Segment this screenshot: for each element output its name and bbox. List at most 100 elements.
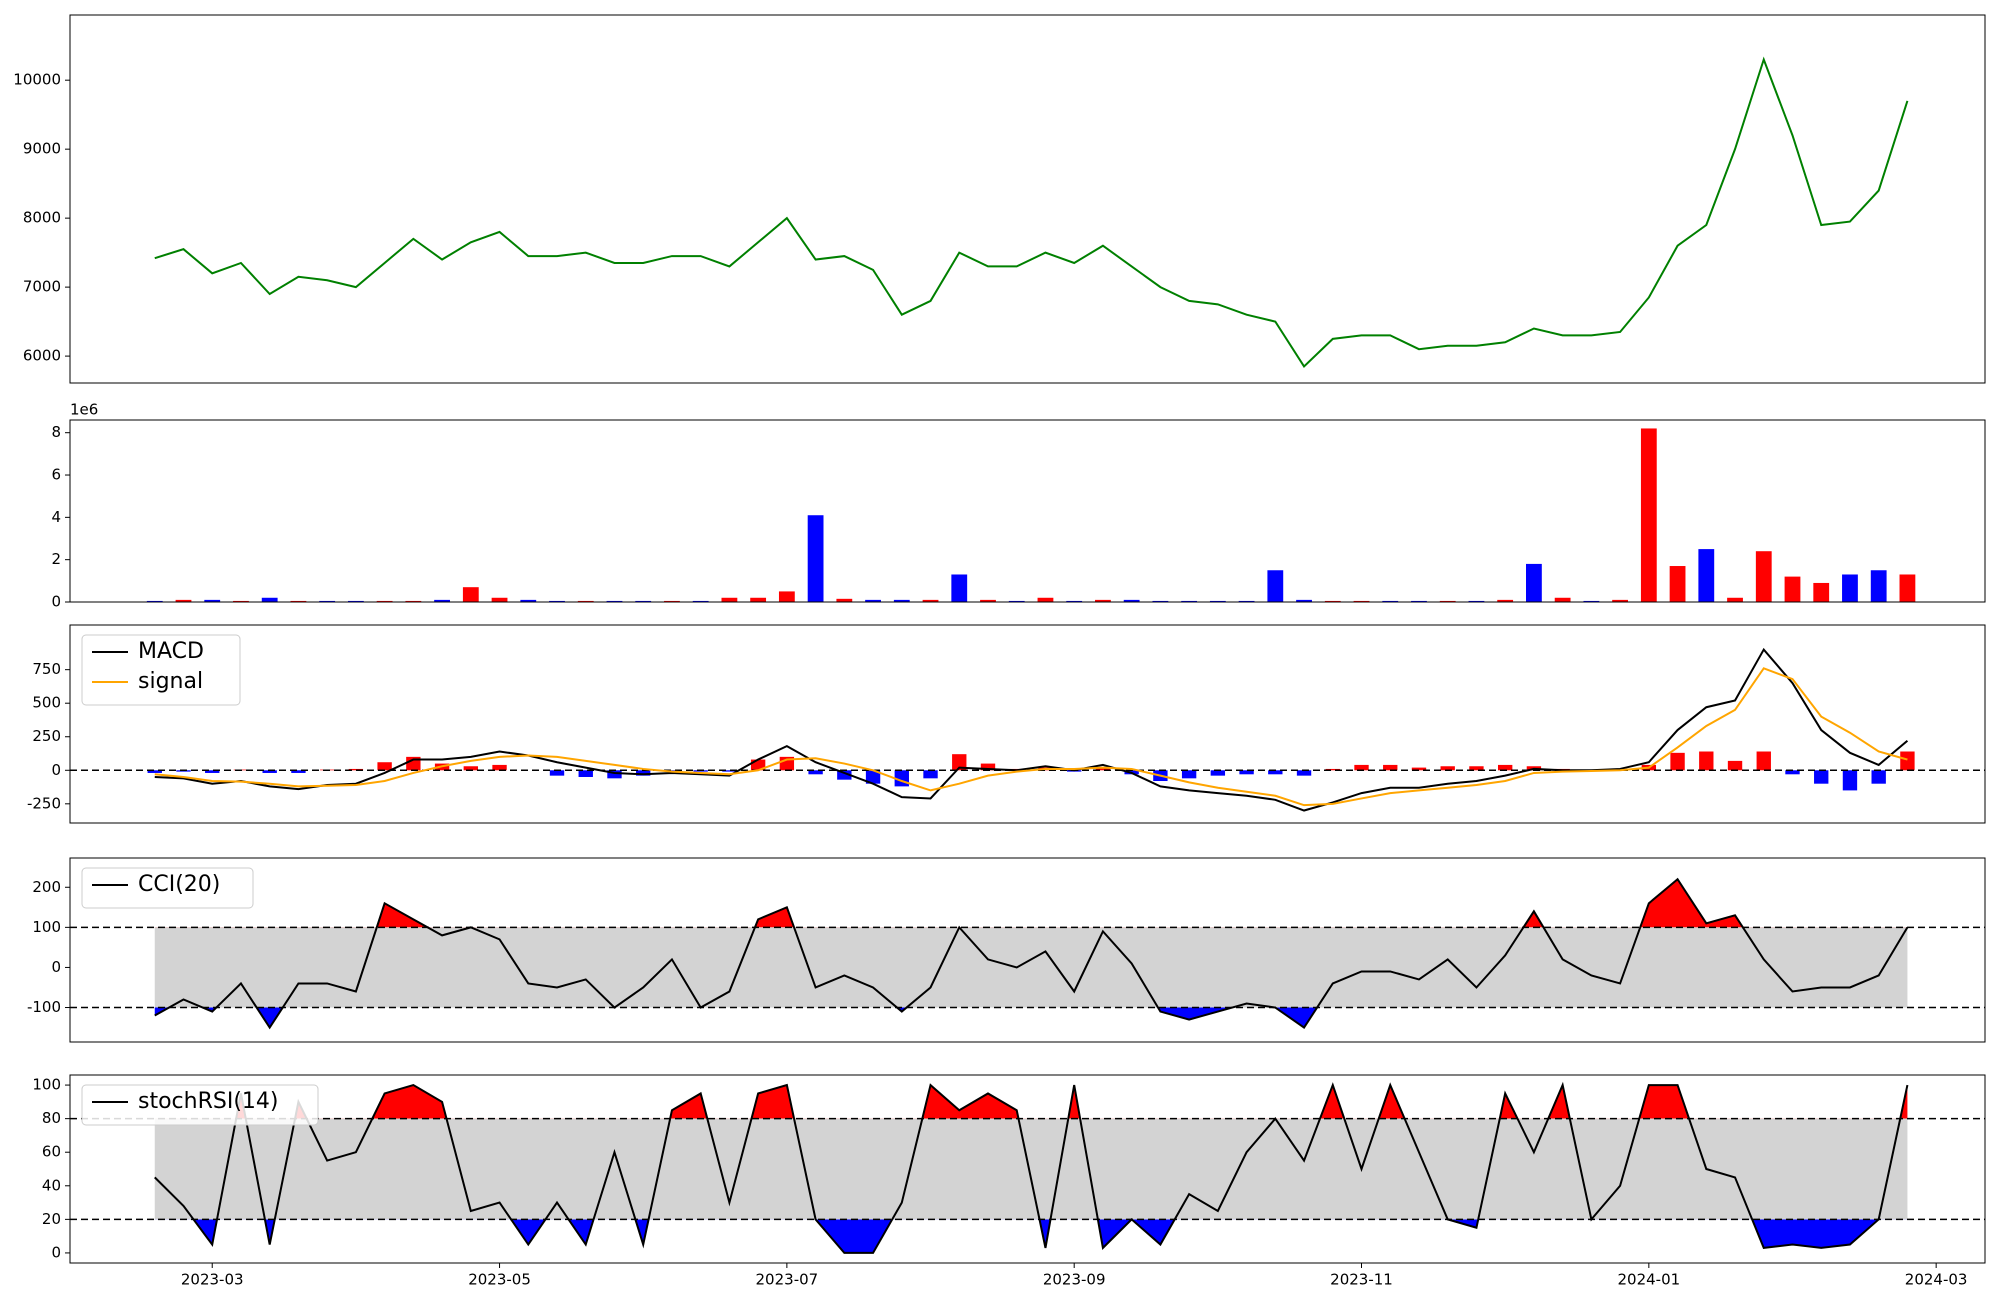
series-line [154,1081,1909,1254]
y-tick-label: 8 [51,423,61,441]
volume-bar [1439,600,1456,602]
legend: stochRSI(14) [81,1084,319,1126]
series-line [154,667,1908,807]
legend-label: stochRSI(14) [138,1089,279,1114]
histogram-bar [1095,767,1111,771]
y-tick-label: -250 [27,794,61,812]
histogram-bar [1210,770,1226,776]
legend-label: MACD [138,639,204,664]
volume-bar [520,599,537,602]
y-tick-label: 60 [42,1143,61,1161]
volume-bar [204,599,221,602]
volume-bar [1123,599,1140,602]
histogram-bar [722,770,737,772]
histogram-bar [1181,770,1197,779]
legend-box [81,1084,319,1126]
histogram-bar [923,770,938,779]
histogram-bar [1296,770,1312,776]
histogram-bar [865,770,881,784]
volume-bar [1727,597,1743,602]
y-tick-label: 6000 [23,347,61,365]
volume-bar [1669,566,1686,602]
volume-bar [692,600,709,602]
y-tick-label: 80 [42,1109,61,1127]
volume-bar [1037,597,1054,602]
volume-bar [1554,597,1571,602]
volume-bar [664,600,680,602]
axes-frame [69,1074,1986,1264]
histogram-bar [377,762,392,771]
x-tick-label: 2024-01 [1617,1271,1680,1289]
plot-area [146,428,1916,602]
volume-bar [462,587,479,602]
volume-bar [922,599,939,602]
histogram-bar [1469,766,1484,771]
y-tick-label: 8000 [23,209,61,227]
y-tick-label: 0 [51,761,61,779]
volume-bar [1066,600,1083,602]
volume-bar [1468,600,1485,602]
volume-bar [1640,428,1657,602]
volume-bar [405,600,422,602]
histogram-bar [808,770,823,775]
price-line [154,56,1909,369]
histogram-bar [1268,770,1283,775]
volume-bar [1899,574,1916,602]
histogram-bar [1239,770,1254,775]
histogram-bar [348,768,364,771]
axis-offset-label: 1e6 [70,401,98,419]
histogram-bar [1699,751,1714,771]
plot-area [70,877,1985,1030]
histogram-bar [1497,764,1513,771]
neutral-band [154,1118,1908,1220]
histogram-bar [1785,770,1800,775]
histogram-bar [1411,767,1427,771]
y-tick-label: 7000 [23,278,61,296]
histogram-bar [205,770,220,773]
volume-bar [261,597,278,602]
volume-bar [836,598,853,602]
panel: MACD signal -250 0 250 500 750 [27,624,1986,824]
histogram-bar [463,766,478,771]
axes-frame [69,624,1986,824]
volume-bar [347,600,364,602]
volume-bar [778,591,795,602]
volume-bar [635,600,652,602]
histogram-bar [837,770,852,780]
histogram-bar [1842,770,1858,791]
y-tick-label: 10000 [13,71,61,89]
legend: MACD signal [81,634,241,706]
legend-label: signal [138,669,203,694]
axes-frame [69,419,1986,603]
volume-bar [491,597,508,602]
panel: CCI(20) -100 0 100 200 [27,857,1986,1043]
panel: stochRSI(14) 0 20 40 60 80 100 2023-03 2023-05 20… [32,1074,1986,1289]
histogram-bar [1756,751,1771,771]
volume-bar [980,599,996,602]
y-tick-label: 100 [32,1076,61,1094]
histogram-bar [1871,770,1886,784]
x-tick-label: 2023-09 [1043,1271,1106,1289]
volume-bar [1755,551,1772,602]
legend: CCI(20) [81,867,254,909]
histogram-bar [147,770,162,773]
histogram-bar [578,770,593,777]
volume-bar [1583,600,1600,602]
y-tick-label: 100 [32,918,61,936]
plot-area [70,647,1985,812]
volume-bar [434,599,450,602]
plot-area [70,1081,1985,1254]
histogram-bar [492,764,507,771]
histogram-bar [1900,751,1915,771]
volume-bar [951,574,968,602]
y-tick-label: 0 [51,593,61,611]
series-line [154,877,1909,1030]
y-tick-label: 0 [51,1243,61,1261]
volume-bar [1382,600,1399,602]
histogram-bar [1814,770,1829,784]
y-tick-label: 200 [32,878,61,896]
volume-bar [376,600,393,602]
x-tick-label: 2023-03 [181,1271,244,1289]
volume-bar [1497,599,1514,602]
